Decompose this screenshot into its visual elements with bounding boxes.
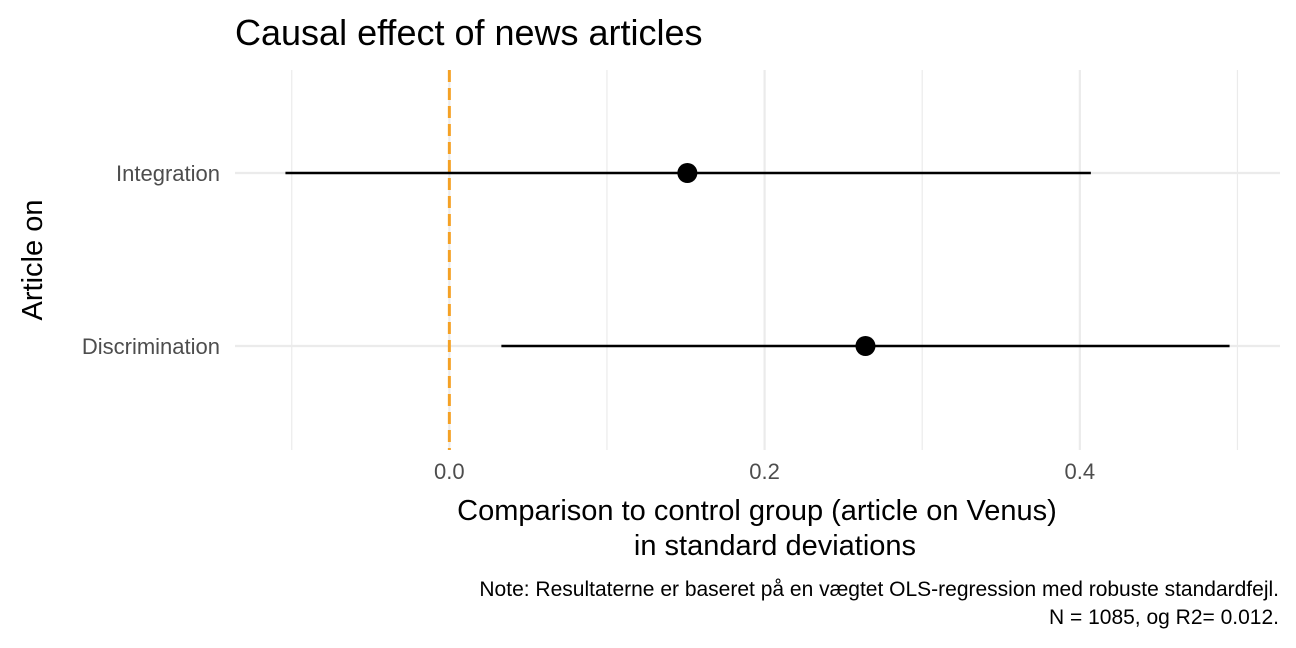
x-axis-ticks: 0.0 0.2 0.4 [434,459,1095,484]
caption-line2: N = 1085, og R2= 0.012. [1049,606,1279,629]
minor-gridlines [291,70,1239,450]
y-axis-ticks: Integration Discrimination [82,161,220,359]
x-tick-label: 0.2 [749,459,780,484]
major-gridlines [448,70,1081,450]
x-axis-title-line1: Comparison to control group (article on … [457,495,1057,527]
x-axis-title-line2: in standard deviations [634,530,916,562]
chart-title: Causal effect of news articles [235,12,703,53]
x-tick-label: 0.0 [434,459,465,484]
caption-line1: Note: Resultaterne er baseret på en vægt… [479,578,1279,601]
point-estimate [855,336,876,356]
point-estimate [677,163,698,183]
y-tick-label: Integration [116,161,220,186]
y-axis-title: Article on [17,200,49,321]
x-tick-label: 0.4 [1065,459,1096,484]
plot-panel [235,70,1280,450]
y-gridlines [235,171,1280,348]
y-tick-label: Discrimination [82,334,220,359]
data-marks [285,163,1230,356]
